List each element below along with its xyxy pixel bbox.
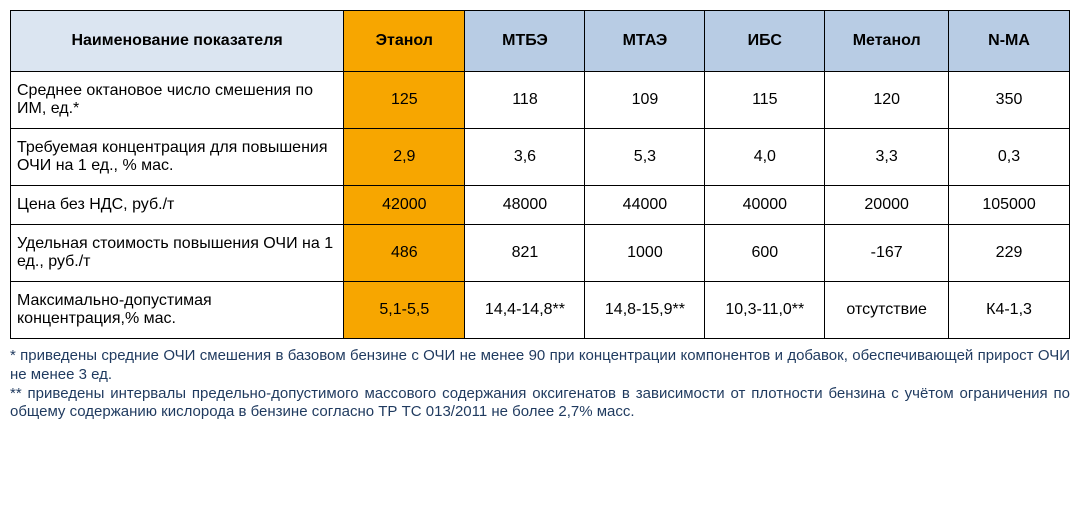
table-cell: 600 (705, 225, 825, 282)
table-cell: отсутствие (825, 282, 949, 339)
table-row: Требуемая концентрация для повышения ОЧИ… (11, 129, 1070, 186)
header-col: N-MA (949, 11, 1070, 72)
header-col: МТБЭ (465, 11, 585, 72)
table-row: Максимально-допустимая концентрация,% ма… (11, 282, 1070, 339)
table-cell: 821 (465, 225, 585, 282)
table-row: Удельная стоимость повышения ОЧИ на 1 ед… (11, 225, 1070, 282)
table-cell: 48000 (465, 186, 585, 225)
table-cell: 5,1-5,5 (344, 282, 465, 339)
table-cell: 0,3 (949, 129, 1070, 186)
header-label: Наименование показателя (11, 11, 344, 72)
header-col: Метанол (825, 11, 949, 72)
table-cell: 5,3 (585, 129, 705, 186)
table-cell: 4,0 (705, 129, 825, 186)
table-body: Среднее октановое число смешения по ИМ, … (11, 72, 1070, 339)
table-cell: 10,3-11,0** (705, 282, 825, 339)
table-cell: 44000 (585, 186, 705, 225)
row-label: Цена без НДС, руб./т (11, 186, 344, 225)
table-cell: 125 (344, 72, 465, 129)
table-cell: 486 (344, 225, 465, 282)
table-cell: 40000 (705, 186, 825, 225)
table-row: Среднее октановое число смешения по ИМ, … (11, 72, 1070, 129)
table-cell: 115 (705, 72, 825, 129)
row-label: Максимально-допустимая концентрация,% ма… (11, 282, 344, 339)
table-cell: 20000 (825, 186, 949, 225)
footnotes: * приведены средние ОЧИ смешения в базов… (10, 347, 1070, 422)
header-col: Этанол (344, 11, 465, 72)
table-cell: 120 (825, 72, 949, 129)
row-label: Среднее октановое число смешения по ИМ, … (11, 72, 344, 129)
header-col: МТАЭ (585, 11, 705, 72)
table-cell: 1000 (585, 225, 705, 282)
row-label: Требуемая концентрация для повышения ОЧИ… (11, 129, 344, 186)
table-cell: 350 (949, 72, 1070, 129)
table-cell: 14,8-15,9** (585, 282, 705, 339)
table-cell: К4-1,3 (949, 282, 1070, 339)
table-row: Цена без НДС, руб./т42000480004400040000… (11, 186, 1070, 225)
table-cell: 2,9 (344, 129, 465, 186)
table-cell: -167 (825, 225, 949, 282)
table-cell: 14,4-14,8** (465, 282, 585, 339)
header-col: ИБС (705, 11, 825, 72)
table-header-row: Наименование показателяЭтанолМТБЭМТАЭИБС… (11, 11, 1070, 72)
row-label: Удельная стоимость повышения ОЧИ на 1 ед… (11, 225, 344, 282)
table-cell: 3,6 (465, 129, 585, 186)
comparison-table: Наименование показателяЭтанолМТБЭМТАЭИБС… (10, 10, 1070, 339)
table-cell: 118 (465, 72, 585, 129)
footnote-line: ** приведены интервалы предельно-допусти… (10, 385, 1070, 423)
footnote-line: * приведены средние ОЧИ смешения в базов… (10, 347, 1070, 385)
table-cell: 3,3 (825, 129, 949, 186)
table-cell: 229 (949, 225, 1070, 282)
table-cell: 109 (585, 72, 705, 129)
table-cell: 105000 (949, 186, 1070, 225)
table-cell: 42000 (344, 186, 465, 225)
